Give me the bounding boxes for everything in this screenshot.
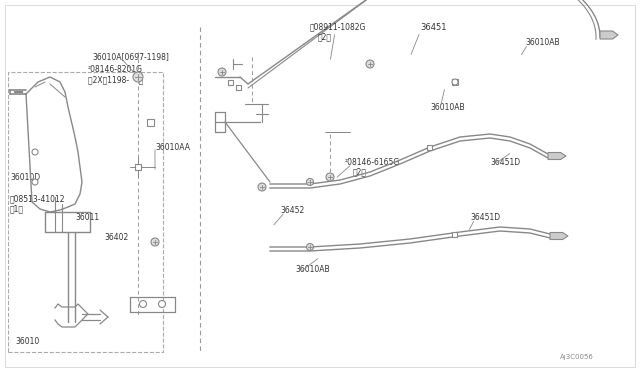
Text: Ⓝ08513-41012: Ⓝ08513-41012 xyxy=(10,195,65,203)
Circle shape xyxy=(133,72,143,82)
Bar xyxy=(452,79,458,85)
Bar xyxy=(8,72,163,352)
Text: 36011: 36011 xyxy=(75,212,99,221)
Bar xyxy=(135,164,141,170)
Circle shape xyxy=(366,60,374,68)
Text: 36451: 36451 xyxy=(420,22,447,32)
Circle shape xyxy=(307,244,314,250)
Text: 36452: 36452 xyxy=(280,205,304,215)
Text: （2）: （2） xyxy=(353,167,367,176)
Bar xyxy=(452,231,458,237)
Text: ²08146-8201G: ²08146-8201G xyxy=(88,64,143,74)
Bar xyxy=(428,144,433,150)
Circle shape xyxy=(140,301,147,308)
Bar xyxy=(147,119,154,125)
Text: 36010AB: 36010AB xyxy=(295,266,330,275)
Circle shape xyxy=(159,301,166,308)
Polygon shape xyxy=(548,153,566,160)
Circle shape xyxy=(32,149,38,155)
Circle shape xyxy=(326,173,334,181)
Bar xyxy=(236,84,241,90)
Circle shape xyxy=(307,179,314,186)
Text: ²08146-6165G: ²08146-6165G xyxy=(345,157,400,167)
Text: （1）: （1） xyxy=(10,205,24,214)
Text: Aȷ3C0056: Aȷ3C0056 xyxy=(560,354,594,360)
Circle shape xyxy=(151,238,159,246)
Text: 36010AB: 36010AB xyxy=(525,38,559,46)
Circle shape xyxy=(258,183,266,191)
Text: 36010AB: 36010AB xyxy=(430,103,465,112)
Polygon shape xyxy=(600,31,618,39)
Text: 36010: 36010 xyxy=(15,337,39,346)
Text: 36010A[0697-1198]: 36010A[0697-1198] xyxy=(92,52,169,61)
Circle shape xyxy=(452,79,458,85)
Text: 36451D: 36451D xyxy=(490,157,520,167)
Text: （2X）1198-    ）: （2X）1198- ） xyxy=(88,76,143,84)
Text: 36451D: 36451D xyxy=(470,212,500,221)
Text: 36402: 36402 xyxy=(104,232,128,241)
Polygon shape xyxy=(550,232,568,240)
Circle shape xyxy=(218,68,226,76)
Text: 36010AA: 36010AA xyxy=(155,142,190,151)
Bar xyxy=(227,80,232,84)
Text: （2）: （2） xyxy=(318,32,332,42)
Circle shape xyxy=(32,179,38,185)
Text: Ⓞ08911-1082G: Ⓞ08911-1082G xyxy=(310,22,366,32)
Text: 36010D: 36010D xyxy=(10,173,40,182)
